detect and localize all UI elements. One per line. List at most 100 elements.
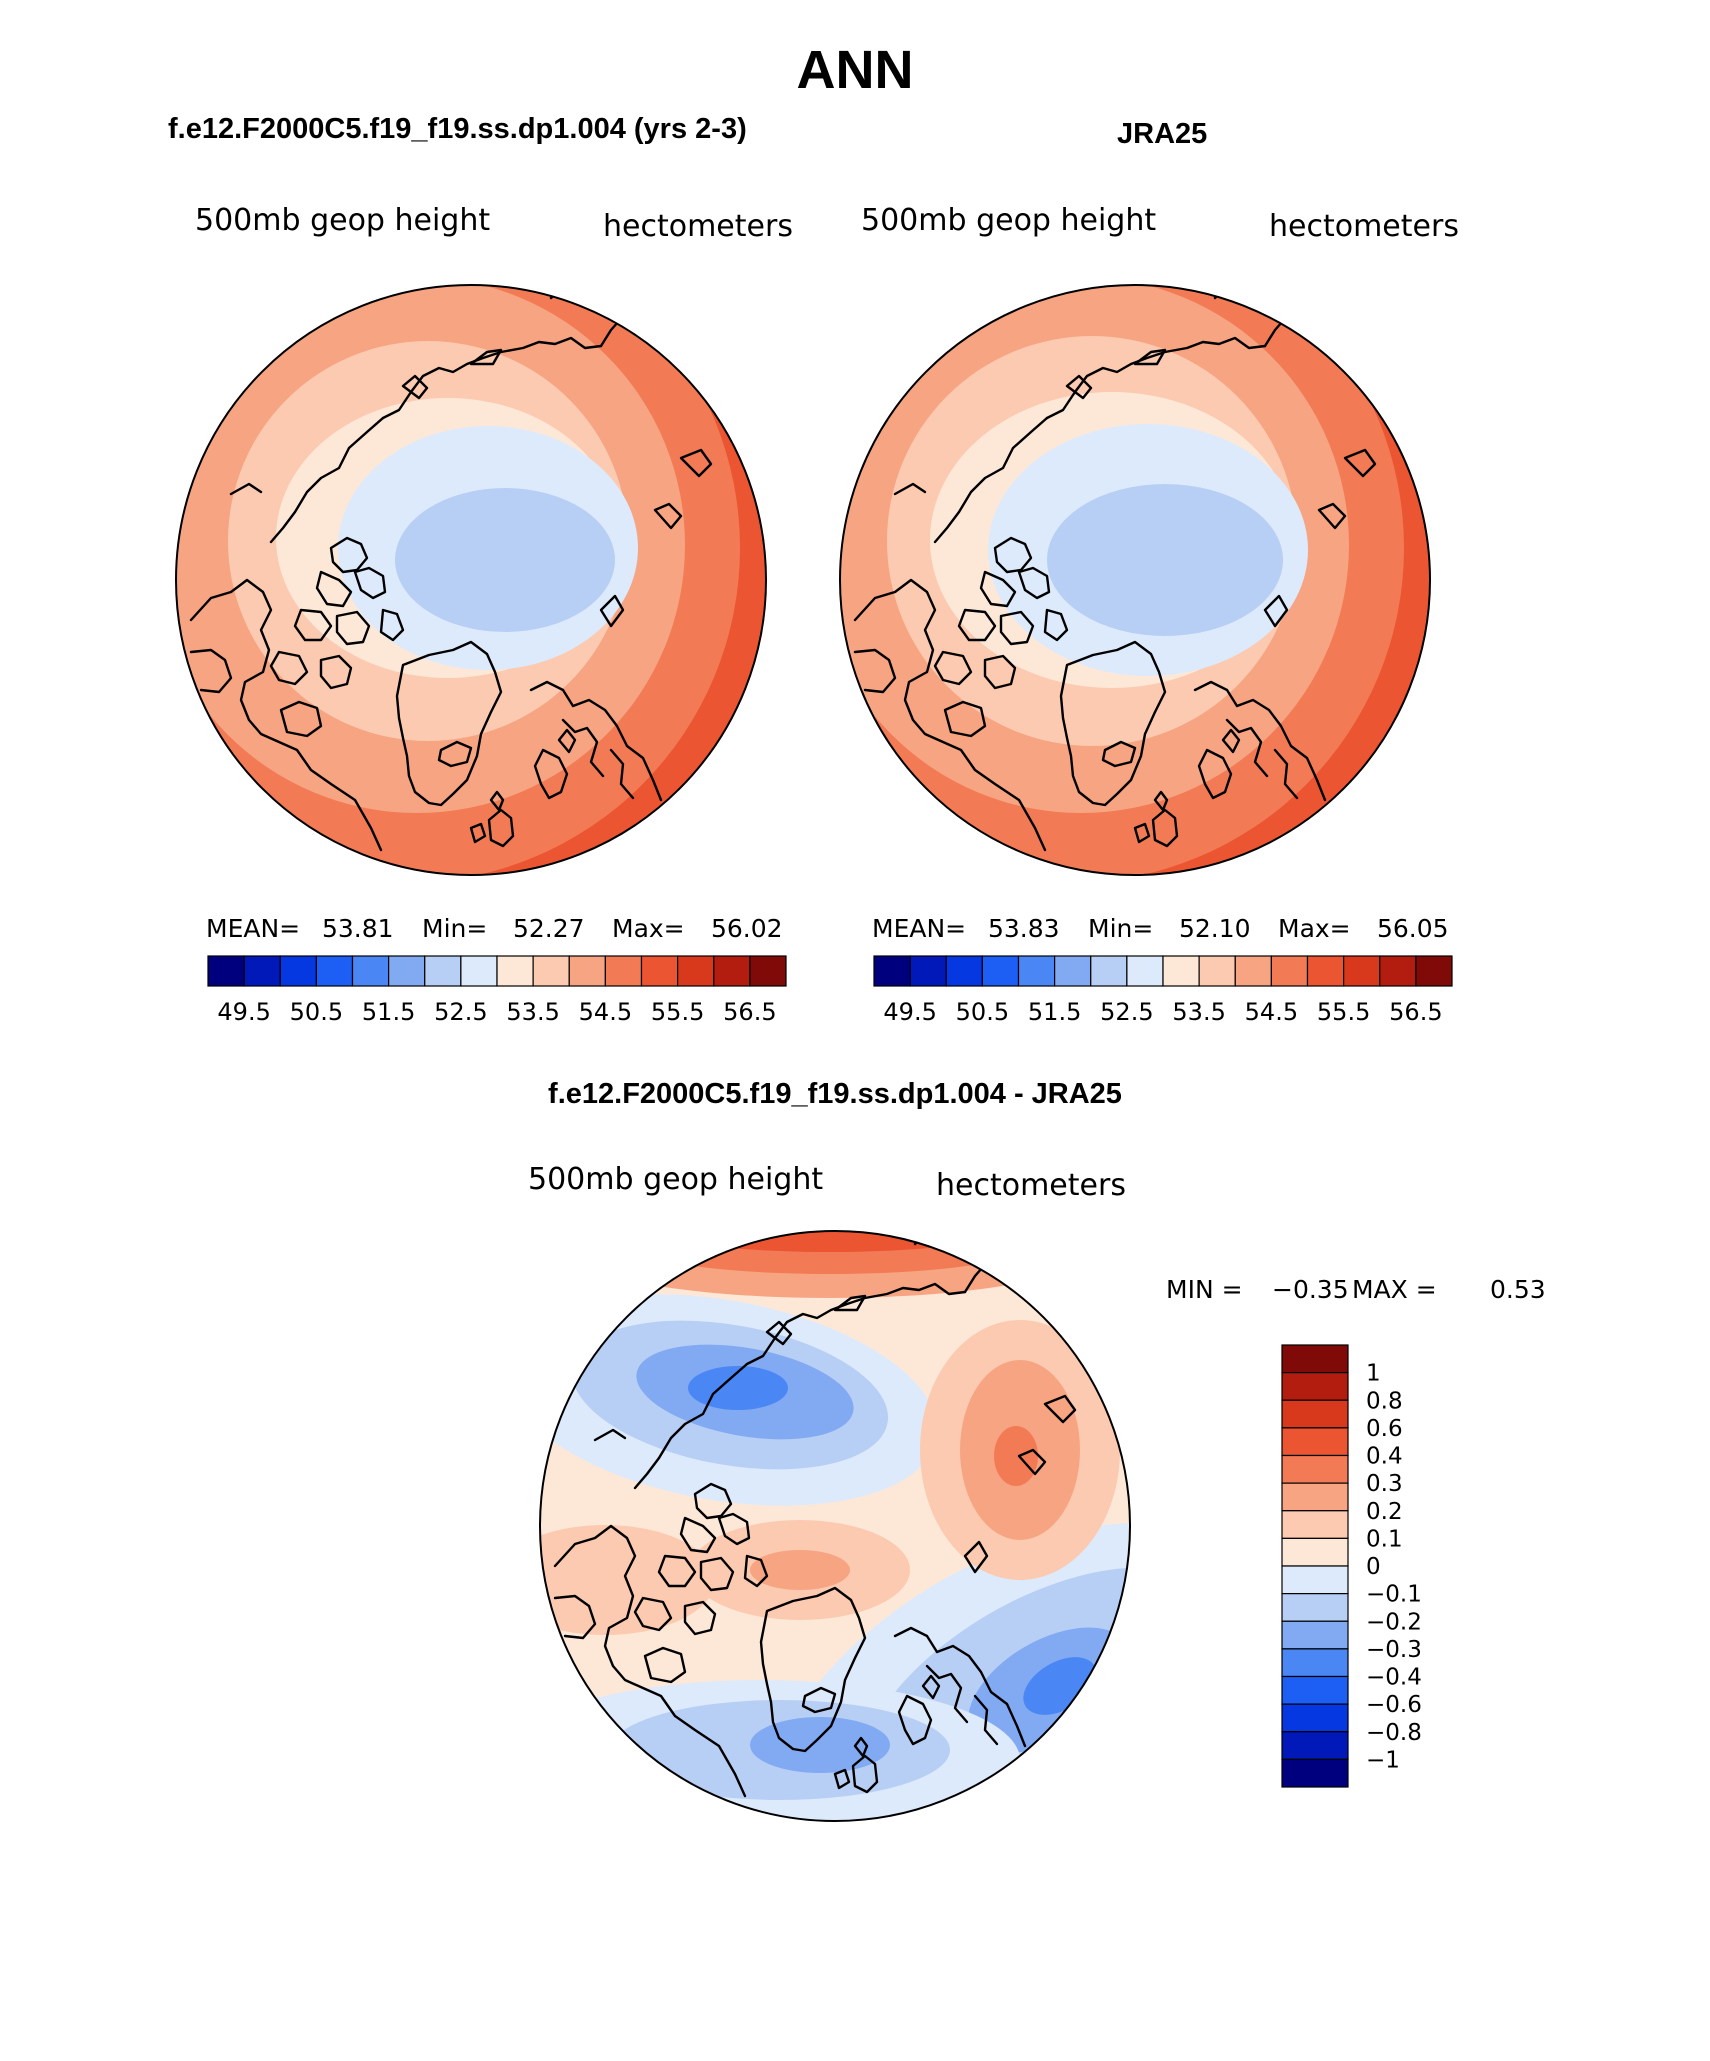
panel-obs-mean-label: MEAN= (872, 914, 966, 943)
panel-model: f.e12.F2000C5.f19_f19.ss.dp1.004 (yrs 2-… (168, 113, 793, 1026)
colorbar-tick-label: 51.5 (1028, 998, 1081, 1026)
panel-model-mean-value: 53.81 (322, 914, 394, 943)
panel-diff-max-value: 0.53 (1490, 1275, 1546, 1304)
colorbar-swatch (532, 955, 570, 987)
colorbar-tick-label: −0.8 (1366, 1720, 1422, 1746)
colorbar-swatch (1281, 1648, 1349, 1678)
panel-obs-min-label: Min= (1088, 914, 1153, 943)
colorbar-swatch (713, 955, 751, 987)
colorbar-tick-label: 0.3 (1366, 1471, 1403, 1497)
colorbar-tick-label: 50.5 (956, 998, 1009, 1026)
panel-model-variable-label: 500mb geop height (195, 203, 490, 238)
panel-model-stats: MEAN= 53.81 Min= 52.27 Max= 56.02 (206, 914, 783, 943)
colorbar-tick-label: −0.3 (1366, 1637, 1422, 1663)
colorbar-swatch (945, 955, 983, 987)
colorbar-tick-label: 54.5 (579, 998, 632, 1026)
panel-diff-min-label: MIN = (1166, 1275, 1243, 1304)
colorbar-tick-label: −0.1 (1366, 1582, 1422, 1608)
colorbar-swatch (1281, 1565, 1349, 1595)
panel-diff-colorbar: 10.80.60.40.30.20.10−0.1−0.2−0.3−0.4−0.6… (1281, 1344, 1422, 1788)
panel-diff-map (540, 1231, 1130, 1821)
colorbar-tick-label: 0.4 (1366, 1444, 1403, 1470)
colorbar-swatch (749, 955, 787, 987)
colorbar-swatch (1281, 1731, 1349, 1760)
colorbar-swatch (351, 955, 390, 987)
panel-model-colorbar: 49.5 50.5 51.5 52.5 53.5 54.5 55.5 56.5 (207, 955, 787, 1026)
colorbar-tick-label: 55.5 (651, 998, 704, 1026)
colorbar-tick-label: 56.5 (1389, 998, 1442, 1026)
colorbar-swatch (1415, 955, 1453, 987)
panel-obs-variable-label: 500mb geop height (861, 203, 1156, 238)
colorbar-swatch (1281, 1344, 1349, 1374)
colorbar-swatch (1281, 1372, 1349, 1401)
colorbar-swatch (1270, 955, 1309, 987)
panel-obs-stats: MEAN= 53.83 Min= 52.10 Max= 56.05 (872, 914, 1449, 943)
colorbar-swatch (279, 955, 317, 987)
panel-diff-max-label: MAX = (1352, 1275, 1437, 1304)
colorbar-tick-label: 51.5 (362, 998, 415, 1026)
panel-model-case-title: f.e12.F2000C5.f19_f19.ss.dp1.004 (yrs 2-… (168, 113, 747, 145)
colorbar-swatch (1281, 1454, 1349, 1484)
colorbar-tick-label: 56.5 (723, 998, 776, 1026)
colorbar-swatch (1162, 955, 1200, 987)
colorbar-tick-label: −0.6 (1366, 1692, 1422, 1718)
colorbar-swatch (1281, 1703, 1349, 1733)
colorbar-swatch (496, 955, 534, 987)
colorbar-tick-label: 49.5 (883, 998, 936, 1026)
colorbar-swatch (207, 955, 245, 987)
colorbar-swatch (1281, 1593, 1349, 1622)
panel-obs-max-label: Max= (1278, 914, 1351, 943)
colorbar-swatch (909, 955, 947, 987)
colorbar-tick-label: 0.1 (1366, 1526, 1403, 1552)
colorbar-tick-label: 54.5 (1245, 998, 1298, 1026)
colorbar-tick-label: 52.5 (1100, 998, 1153, 1026)
colorbar-swatch (1281, 1427, 1349, 1457)
colorbar-swatch (1281, 1675, 1349, 1705)
panel-diff-variable-label: 500mb geop height (528, 1162, 823, 1197)
colorbar-tick-label: −0.4 (1366, 1665, 1422, 1691)
panel-diff-units-label: hectometers (936, 1168, 1126, 1203)
panel-diff-min-value: −0.35 (1272, 1275, 1349, 1304)
colorbar-tick-label: 53.5 (506, 998, 559, 1026)
colorbar-tick-label: 50.5 (290, 998, 343, 1026)
colorbar-swatch (873, 955, 911, 987)
colorbar-swatch (1126, 955, 1164, 987)
colorbar-swatch (315, 955, 354, 987)
colorbar-swatch (1306, 955, 1345, 987)
panel-obs-colorbar: 49.5 50.5 51.5 52.5 53.5 54.5 55.5 56.5 (873, 955, 1453, 1026)
colorbar-tick-label: 53.5 (1172, 998, 1225, 1026)
colorbar-swatch (388, 955, 426, 987)
colorbar-swatch (1343, 955, 1381, 987)
panel-diff: f.e12.F2000C5.f19_f19.ss.dp1.004 - JRA25… (528, 1078, 1546, 1822)
colorbar-tick-label: −1 (1366, 1747, 1400, 1773)
colorbar-tick-label: 0.6 (1366, 1416, 1403, 1442)
colorbar-tick-label: 52.5 (434, 998, 487, 1026)
colorbar-swatch (1281, 1399, 1349, 1429)
colorbar-swatch (1017, 955, 1056, 987)
panel-obs-case-title: JRA25 (1117, 118, 1207, 150)
colorbar-tick-label: 0.8 (1366, 1388, 1403, 1414)
page-title: ANN (797, 40, 914, 100)
colorbar-swatch (1198, 955, 1236, 987)
colorbar-swatch (1281, 1510, 1349, 1539)
panel-model-max-label: Max= (612, 914, 685, 943)
panel-diff-title: f.e12.F2000C5.f19_f19.ss.dp1.004 - JRA25 (548, 1078, 1122, 1110)
colorbar-swatch (1379, 955, 1417, 987)
colorbar-swatch (1281, 1482, 1349, 1512)
panel-obs-units-label: hectometers (1269, 209, 1459, 244)
colorbar-swatch (1281, 1537, 1349, 1567)
colorbar-swatch (604, 955, 643, 987)
colorbar-swatch (981, 955, 1020, 987)
colorbar-swatch (568, 955, 606, 987)
colorbar-tick-label: 49.5 (217, 998, 270, 1026)
panel-model-min-value: 52.27 (513, 914, 585, 943)
panel-model-max-value: 56.02 (711, 914, 783, 943)
colorbar-swatch (460, 955, 498, 987)
colorbar-swatch (243, 955, 281, 987)
colorbar-swatch (1090, 955, 1128, 987)
colorbar-swatch (424, 955, 462, 987)
panel-model-mean-label: MEAN= (206, 914, 300, 943)
colorbar-swatch (640, 955, 679, 987)
colorbar-tick-label: 1 (1366, 1361, 1381, 1387)
